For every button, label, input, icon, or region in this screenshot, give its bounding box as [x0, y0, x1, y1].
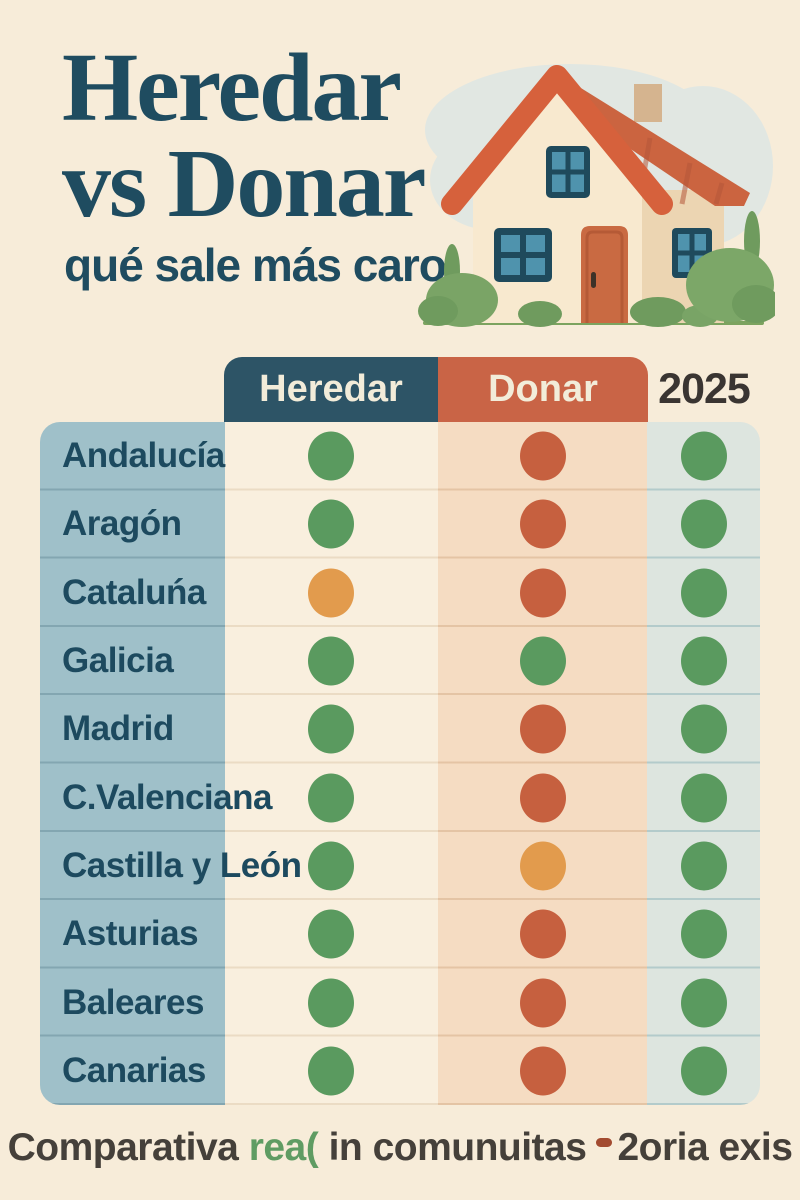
region-label: C.Valenciana — [62, 777, 272, 817]
footer-caption: Comparativa rea( in comunuitas 2oria exis — [0, 1118, 800, 1178]
footer-text-segment: in comunuitas — [318, 1126, 587, 1169]
status-dot-2025 — [681, 431, 727, 481]
status-dot-heredar — [308, 568, 354, 618]
title-line-1: Heredar — [62, 34, 402, 142]
status-dot-heredar — [308, 841, 354, 891]
table-row: Canarias — [40, 1037, 760, 1105]
bushes — [418, 248, 775, 327]
page-subtitle: qué sale más caro — [64, 239, 447, 291]
status-dot-2025 — [681, 1046, 727, 1096]
status-dot-heredar — [308, 978, 354, 1028]
status-dot-donar — [520, 841, 566, 891]
year-label: 2025 — [658, 365, 751, 413]
status-dot-heredar — [308, 431, 354, 481]
status-dot-2025 — [681, 773, 727, 823]
table-row: Cataluńa — [40, 559, 760, 627]
status-dot-2025 — [681, 909, 727, 959]
column-bg-regions — [40, 422, 225, 1105]
table-row: Aragón — [40, 490, 760, 558]
status-dot-2025 — [681, 841, 727, 891]
status-dot-donar — [520, 568, 566, 618]
status-dot-donar — [520, 773, 566, 823]
status-dot-donar — [520, 636, 566, 686]
table-row: C.Valenciana — [40, 763, 760, 831]
status-dot-heredar — [308, 704, 354, 754]
status-dot-heredar — [308, 499, 354, 549]
status-dot-heredar — [308, 773, 354, 823]
region-label: Aragón — [62, 504, 182, 544]
footer-text-segment: 2oria exis — [617, 1126, 793, 1169]
status-dot-heredar — [308, 909, 354, 959]
status-dot-donar — [520, 1046, 566, 1096]
region-label: Canarias — [62, 1050, 206, 1090]
region-label: Asturias — [62, 914, 199, 954]
header-cell-donar: Donar — [438, 357, 648, 422]
gable-window-icon — [546, 146, 590, 198]
left-window-icon — [494, 228, 552, 282]
status-dot-2025 — [681, 568, 727, 618]
table-rows: Andalucía Aragón Cataluńa Galicia Madrid — [40, 422, 760, 1105]
table-row: Madrid — [40, 695, 760, 763]
footer-text-segment: Comparativa — [7, 1126, 249, 1169]
gable-roof — [441, 65, 673, 215]
region-label: Galicia — [62, 641, 174, 681]
status-dot-donar — [520, 431, 566, 481]
status-dot-donar — [520, 909, 566, 959]
status-dot-heredar — [308, 636, 354, 686]
status-dot-donar — [520, 499, 566, 549]
status-dot-2025 — [681, 978, 727, 1028]
region-label: Cataluńa — [62, 572, 206, 612]
comparison-table: Andalucía Aragón Cataluńa Galicia Madrid — [40, 422, 760, 1105]
footer-text-segment: rea( — [248, 1126, 319, 1169]
status-dot-2025 — [681, 636, 727, 686]
table-row: Galicia — [40, 627, 760, 695]
page-title: Heredar vs Donar — [62, 39, 426, 233]
table-row: Asturias — [40, 900, 760, 968]
door-icon — [581, 226, 628, 323]
status-dot-heredar — [308, 1046, 354, 1096]
header-cell-heredar: Heredar — [224, 357, 438, 422]
table-row: Andalucía — [40, 422, 760, 490]
region-label: Baleares — [62, 982, 204, 1022]
table-row: Baleares — [40, 968, 760, 1036]
status-dot-donar — [520, 704, 566, 754]
region-label: Andalucía — [62, 436, 225, 476]
footer-dash-icon — [596, 1137, 613, 1147]
status-dot-donar — [520, 978, 566, 1028]
status-dot-2025 — [681, 499, 727, 549]
chimney-icon — [634, 84, 662, 122]
region-label: Madrid — [62, 709, 174, 749]
region-label: Castilla y León — [62, 845, 302, 885]
status-dot-2025 — [681, 704, 727, 754]
title-line-2: vs Donar — [62, 130, 426, 238]
table-row: Castilla y León — [40, 832, 760, 900]
main-roof — [555, 80, 750, 206]
house-illustration — [418, 64, 775, 327]
